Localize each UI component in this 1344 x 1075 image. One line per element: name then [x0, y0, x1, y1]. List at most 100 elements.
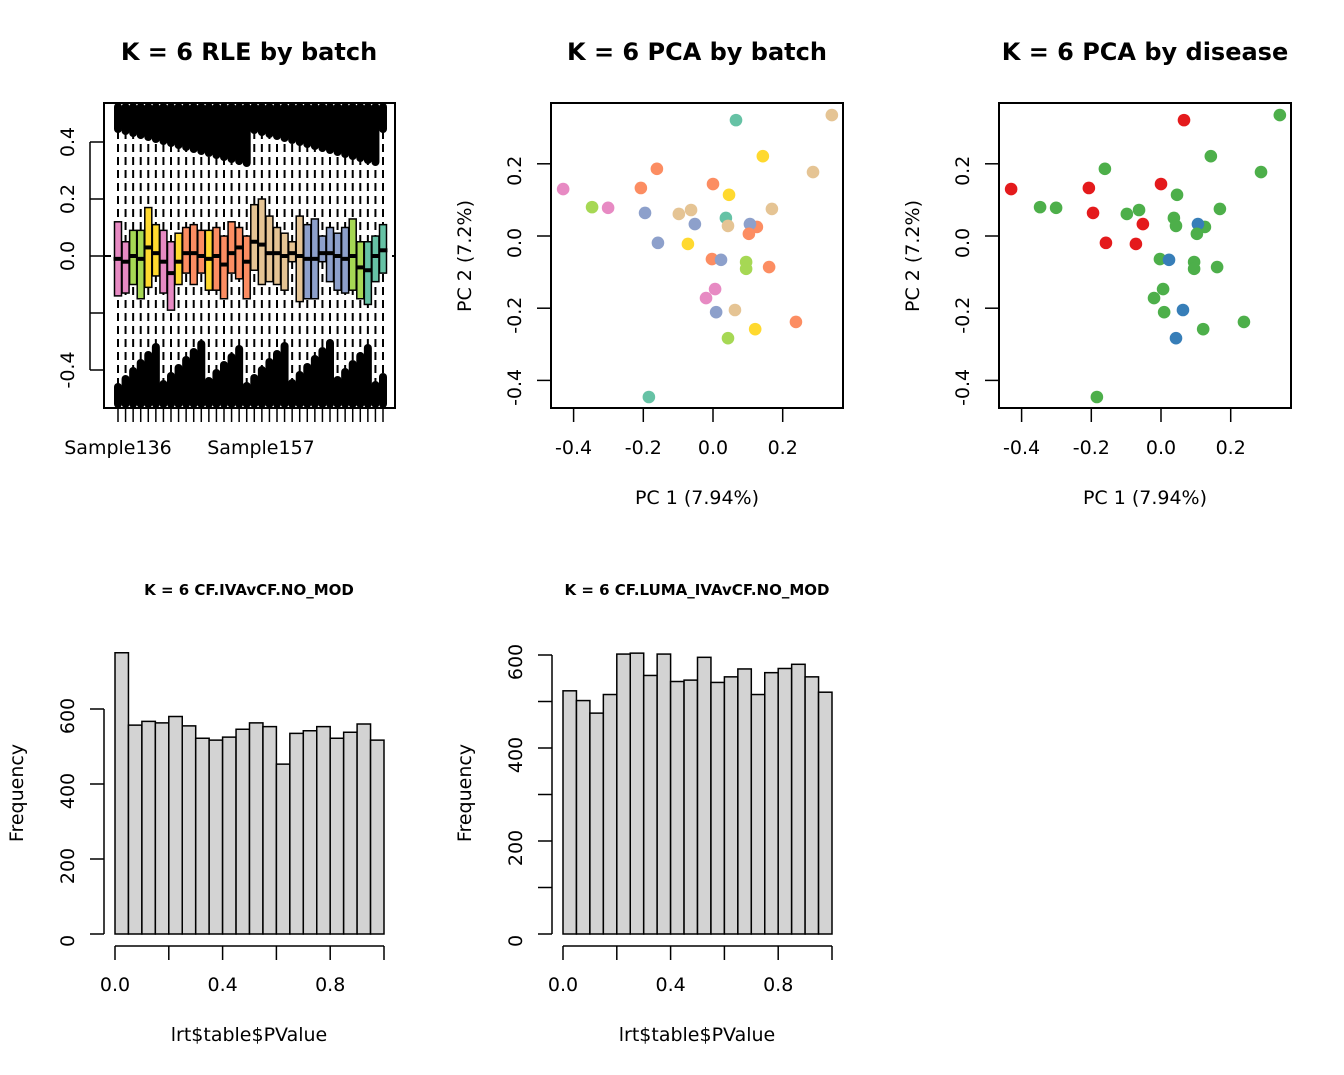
hist-lumaivavcf-y-label: Frequency — [454, 744, 476, 842]
hist-y-tick-label: 200 — [505, 830, 527, 866]
pca-point — [756, 149, 770, 163]
rle-box — [356, 241, 365, 300]
rle-outliers-bottom — [280, 342, 289, 408]
pca-disease-plot-frame — [998, 102, 1292, 409]
rle-outliers-top — [295, 103, 304, 146]
pca-point — [1169, 219, 1183, 233]
pca-point — [1120, 207, 1134, 221]
rle-box — [174, 232, 183, 286]
hist-bar — [356, 723, 372, 935]
hist-bar — [669, 680, 685, 935]
pca-point — [709, 305, 723, 319]
pca-point — [708, 282, 722, 296]
pca-y-tick-label: -0.4 — [504, 369, 526, 406]
pca-point — [601, 201, 615, 215]
rle-outliers-top — [303, 103, 312, 148]
pca-x-tick-label: -0.4 — [555, 437, 592, 459]
rle-outliers-bottom — [257, 366, 266, 408]
pca-batch-x-label: PC 1 (7.94%) — [635, 487, 759, 509]
pca-point — [739, 262, 753, 276]
pca-point — [1213, 202, 1227, 216]
pca-point — [721, 331, 735, 345]
pca-point — [1210, 260, 1224, 274]
pca-y-tick-label: 0.2 — [504, 156, 526, 186]
hist-bar — [575, 699, 591, 935]
pca-point — [634, 181, 648, 195]
pca-point — [742, 227, 756, 241]
pca-point — [1237, 315, 1251, 329]
rle-box — [257, 198, 267, 286]
pca-point — [1177, 113, 1191, 127]
rle-outliers-top — [356, 103, 365, 162]
rle-outliers-top — [371, 103, 380, 166]
pca-point — [1191, 217, 1205, 231]
rle-outliers-bottom — [318, 347, 327, 408]
rle-outliers-top — [227, 103, 236, 163]
rle-box — [181, 226, 191, 274]
rle-outliers-bottom — [363, 344, 372, 408]
pca-x-tick-label: 0.2 — [1216, 437, 1246, 459]
rle-box — [242, 235, 251, 300]
rle-outliers-top — [326, 103, 334, 154]
hist-bar — [168, 715, 184, 935]
rle-outliers-bottom — [371, 381, 380, 408]
rle-outliers-bottom — [265, 358, 274, 408]
pca-point — [556, 182, 570, 196]
hist-bar — [817, 691, 833, 935]
pca-point — [585, 200, 599, 214]
hist-bar — [723, 676, 739, 935]
pca-point — [1254, 165, 1268, 179]
pca-y-tick-label: -0.4 — [952, 369, 974, 406]
hist-bar — [710, 681, 726, 935]
rle-outliers-bottom — [310, 355, 319, 408]
rle-box — [318, 235, 327, 263]
rle-y-tick-label: 0.4 — [57, 127, 79, 157]
rle-outliers-top — [379, 103, 387, 133]
rle-outliers-top — [121, 103, 130, 135]
rle-outliers-top — [333, 103, 342, 156]
rle-outliers-top — [174, 103, 183, 149]
hist-bar — [369, 739, 385, 935]
rle-outliers-top — [363, 103, 372, 164]
pca-point — [1090, 390, 1104, 404]
pca-point — [650, 162, 664, 176]
hist-lumaivavcf-x-label: lrt$table$PValue — [619, 1024, 775, 1046]
pca-x-tick-label: 0.0 — [1146, 437, 1176, 459]
rle-outliers-bottom — [273, 350, 281, 408]
hist-ivavcf-title: K = 6 CF.IVAvCF.NO_MOD — [144, 581, 354, 599]
hist-bar — [262, 725, 278, 935]
rle-outliers-top — [348, 103, 357, 160]
pca-batch-points — [556, 108, 839, 404]
hist-lumaivavcf-title: K = 6 CF.LUMA_IVAvCF.NO_MOD — [565, 581, 830, 599]
rle-box — [280, 232, 289, 291]
pca-disease-title: K = 6 PCA by disease — [1002, 38, 1289, 66]
hist-bar — [302, 730, 318, 935]
rle-y-tick-label: -0.4 — [57, 351, 79, 388]
pca-point — [1169, 331, 1183, 345]
rle-outliers-top — [318, 103, 327, 152]
rle-outliers-bottom — [356, 352, 365, 408]
pca-point — [765, 202, 779, 216]
rle-box — [136, 229, 145, 300]
rle-outliers-top — [189, 103, 198, 153]
hist-bar — [342, 731, 358, 935]
rle-box — [212, 226, 221, 291]
pca-point — [1157, 305, 1171, 319]
pca-point — [789, 315, 803, 329]
rle-outliers-top — [204, 103, 213, 157]
rle-outliers-bottom — [235, 345, 244, 408]
pca-y-tick-label: -0.2 — [952, 297, 974, 334]
pca-x-tick-label: 0.2 — [768, 437, 798, 459]
rle-box — [295, 215, 304, 303]
pca-disease-panel: K = 6 PCA by disease -0.4 -0.2 0.0 0.2-0.4-… — [902, 38, 1292, 509]
rle-x-axis — [117, 407, 384, 422]
hist-y-tick-label: 400 — [57, 773, 79, 809]
rle-outliers-top — [144, 103, 153, 141]
hist-bar — [316, 725, 331, 935]
rle-outliers-top — [151, 103, 160, 143]
rle-box — [371, 235, 380, 283]
pca-point — [748, 322, 762, 336]
hist-lumaivavcf-bars — [562, 652, 833, 935]
rle-outliers-bottom — [189, 348, 198, 408]
pca-y-tick-label: 0.2 — [952, 156, 974, 186]
